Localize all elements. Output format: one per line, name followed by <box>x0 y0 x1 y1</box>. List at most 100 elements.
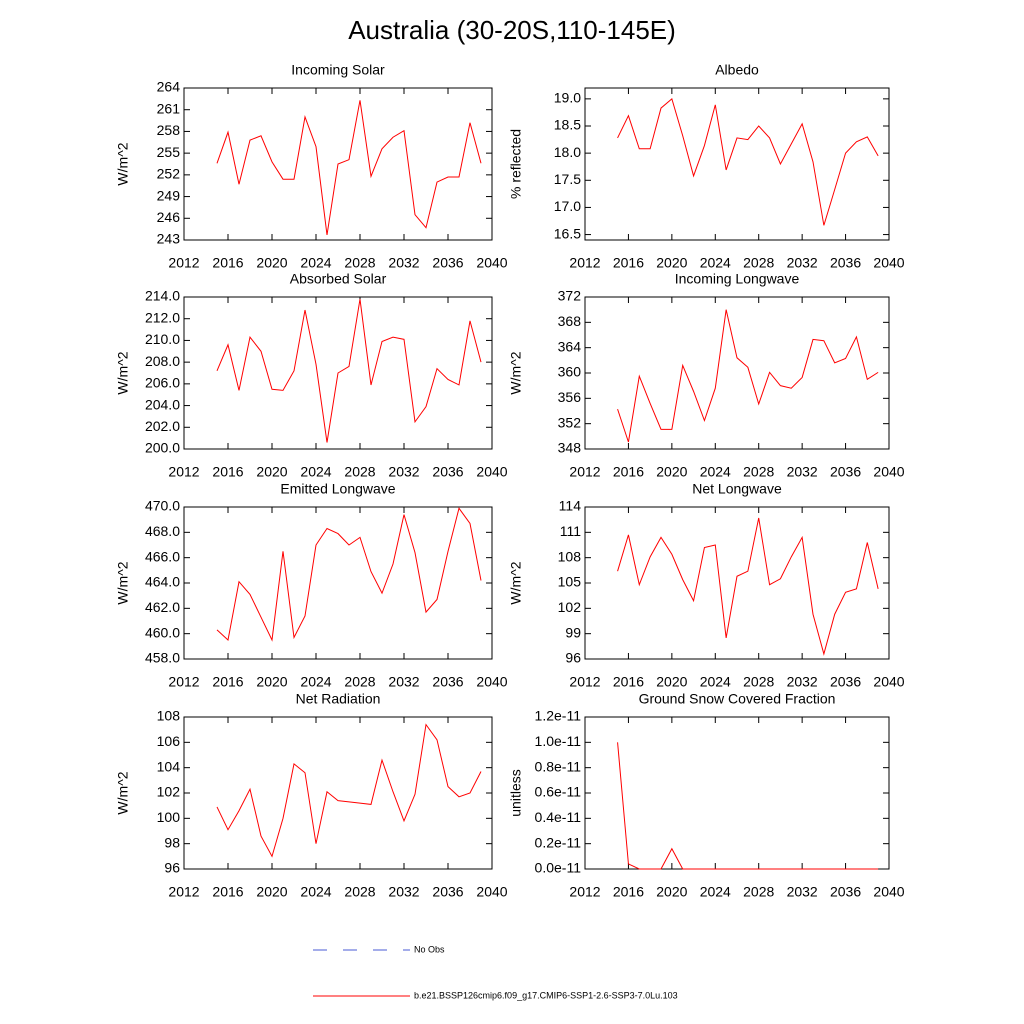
x-tick-label: 2028 <box>743 674 774 690</box>
x-tick-label: 2012 <box>168 255 199 271</box>
y-tick-label: 470.0 <box>145 498 180 514</box>
y-axis-label: unitless <box>508 769 524 816</box>
panel-title: Net Radiation <box>296 691 381 707</box>
y-tick-label: 17.5 <box>554 171 581 187</box>
x-tick-label: 2032 <box>388 255 419 271</box>
x-tick-label: 2016 <box>613 464 644 480</box>
y-tick-label: 255 <box>157 144 181 160</box>
plot-frame <box>183 506 493 660</box>
y-tick-label: 0.4e-11 <box>535 809 582 825</box>
x-tick-label: 2032 <box>787 884 818 900</box>
y-tick-label: 105 <box>558 574 582 590</box>
figure-title: Australia (30-20S,110-145E) <box>348 15 676 45</box>
y-tick-label: 249 <box>157 187 181 203</box>
x-tick-label: 2020 <box>656 464 687 480</box>
data-line <box>216 507 482 642</box>
x-tick-label: 2020 <box>656 884 687 900</box>
plot-frame <box>584 506 890 660</box>
x-tick-label: 2028 <box>344 255 375 271</box>
y-tick-label: 200.0 <box>145 440 180 456</box>
y-tick-label: 261 <box>157 100 181 116</box>
x-tick-label: 2036 <box>432 255 463 271</box>
y-axis-label: W/m^2 <box>508 351 524 394</box>
y-tick-label: 106 <box>157 733 181 749</box>
panel-title: Incoming Solar <box>291 62 385 78</box>
y-tick-label: 202.0 <box>145 418 180 434</box>
y-tick-label: 258 <box>157 122 181 138</box>
y-tick-label: 264 <box>157 79 181 95</box>
y-tick-label: 96 <box>164 860 180 876</box>
x-tick-label: 2040 <box>476 674 507 690</box>
legend-label: No Obs <box>414 944 445 954</box>
y-tick-label: 102 <box>157 784 181 800</box>
y-tick-label: 16.5 <box>554 225 581 241</box>
x-tick-label: 2032 <box>388 464 419 480</box>
x-tick-label: 2012 <box>569 255 600 271</box>
y-axis-label: W/m^2 <box>115 561 131 604</box>
x-tick-label: 2020 <box>256 674 287 690</box>
x-tick-label: 2020 <box>256 255 287 271</box>
y-tick-label: 1.0e-11 <box>535 733 582 749</box>
y-tick-label: 212.0 <box>145 309 180 325</box>
x-tick-label: 2036 <box>830 464 861 480</box>
y-tick-label: 243 <box>157 231 181 247</box>
x-tick-label: 2040 <box>873 255 904 271</box>
y-tick-label: 204.0 <box>145 396 180 412</box>
y-tick-label: 108 <box>157 708 181 724</box>
y-tick-label: 18.0 <box>554 144 581 160</box>
x-tick-label: 2024 <box>300 255 331 271</box>
x-tick-label: 2024 <box>300 464 331 480</box>
y-tick-label: 466.0 <box>145 548 180 564</box>
y-tick-label: 462.0 <box>145 599 180 615</box>
y-tick-label: 246 <box>157 209 181 225</box>
x-tick-label: 2028 <box>344 884 375 900</box>
y-axis-label: W/m^2 <box>115 351 131 394</box>
x-tick-label: 2028 <box>344 464 375 480</box>
y-tick-label: 364 <box>558 338 582 354</box>
data-line <box>617 97 879 226</box>
x-tick-label: 2016 <box>613 884 644 900</box>
x-tick-label: 2016 <box>613 255 644 271</box>
y-tick-label: 102 <box>558 599 582 615</box>
y-tick-label: 468.0 <box>145 523 180 539</box>
x-tick-label: 2024 <box>700 255 731 271</box>
x-tick-label: 2020 <box>656 674 687 690</box>
x-tick-label: 2040 <box>476 464 507 480</box>
x-tick-label: 2024 <box>300 674 331 690</box>
x-tick-label: 2024 <box>700 464 731 480</box>
y-tick-label: 19.0 <box>554 90 581 106</box>
y-tick-label: 18.5 <box>554 117 581 133</box>
y-tick-label: 111 <box>560 523 581 539</box>
plot-frame <box>183 296 493 450</box>
x-tick-label: 2024 <box>300 884 331 900</box>
x-tick-label: 2012 <box>569 884 600 900</box>
x-tick-label: 2040 <box>873 884 904 900</box>
y-tick-label: 252 <box>157 166 181 182</box>
y-tick-label: 208.0 <box>145 353 180 369</box>
panel-title: Incoming Longwave <box>675 271 800 287</box>
y-tick-label: 108 <box>558 548 582 564</box>
panel-title: Absorbed Solar <box>290 271 387 287</box>
y-tick-label: 98 <box>164 834 180 850</box>
y-tick-label: 104 <box>157 758 181 774</box>
y-tick-label: 0.8e-11 <box>535 758 582 774</box>
data-line <box>617 517 879 656</box>
x-tick-label: 2020 <box>656 255 687 271</box>
x-tick-label: 2016 <box>212 884 243 900</box>
x-tick-label: 2012 <box>168 674 199 690</box>
x-tick-label: 2012 <box>168 884 199 900</box>
y-tick-label: 1.2e-11 <box>535 708 582 724</box>
y-tick-label: 214.0 <box>145 288 180 304</box>
x-tick-label: 2040 <box>873 464 904 480</box>
x-tick-label: 2032 <box>787 674 818 690</box>
y-tick-label: 100 <box>157 809 181 825</box>
panel-title: Net Longwave <box>692 481 782 497</box>
x-tick-label: 2016 <box>613 674 644 690</box>
x-tick-label: 2016 <box>212 464 243 480</box>
plot-frame <box>183 716 493 870</box>
x-tick-label: 2016 <box>212 255 243 271</box>
y-axis-label: W/m^2 <box>115 771 131 814</box>
y-tick-label: 99 <box>565 624 581 640</box>
y-tick-label: 0.6e-11 <box>535 784 582 800</box>
